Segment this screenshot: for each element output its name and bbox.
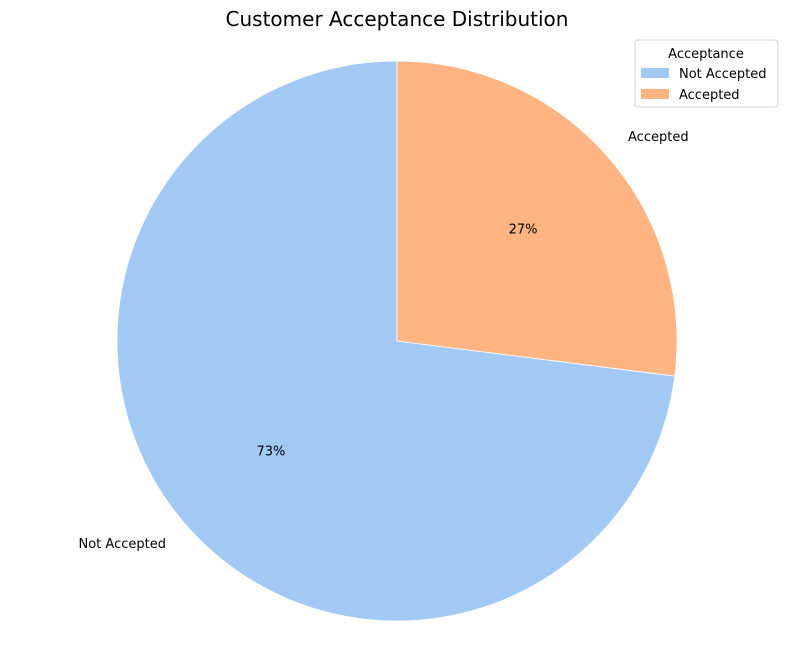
legend: Acceptance Not Accepted Accepted — [634, 39, 779, 108]
pct-label-accepted: 27% — [509, 222, 538, 237]
legend-label-accepted: Accepted — [679, 88, 740, 103]
legend-frame — [634, 39, 779, 108]
pct-label-not-accepted: 73% — [257, 445, 286, 460]
slice-label-not-accepted: Not Accepted — [79, 537, 166, 552]
pie-slices — [116, 60, 678, 622]
legend-title: Acceptance — [668, 47, 744, 62]
slice-label-accepted: Accepted — [628, 130, 689, 145]
legend-swatch-accepted — [641, 89, 669, 99]
chart-title: Customer Acceptance Distribution — [226, 7, 569, 31]
pie-slice-not-accepted — [116, 60, 676, 622]
legend-label-not-accepted: Not Accepted — [679, 67, 766, 82]
pie-labels: 73% Not Accepted 27% Accepted — [79, 130, 689, 552]
legend-swatch-not-accepted — [641, 68, 669, 78]
pie-slice-accepted — [396, 60, 678, 377]
